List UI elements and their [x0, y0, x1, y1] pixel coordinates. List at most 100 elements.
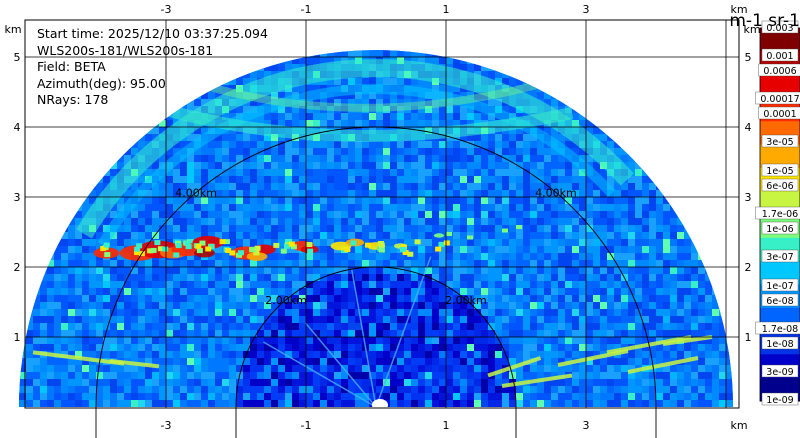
sector-cell	[334, 351, 341, 358]
sector-cell	[334, 323, 341, 330]
sector-cell	[187, 99, 194, 106]
sector-cell	[446, 358, 453, 365]
sector-cell	[236, 274, 243, 281]
sector-cell	[75, 400, 82, 407]
sector-cell	[628, 253, 635, 260]
sector-cell	[614, 344, 621, 351]
sector-cell	[530, 204, 537, 211]
sector-cell	[586, 386, 593, 393]
sector-cell	[495, 288, 502, 295]
sector-cell	[271, 358, 278, 365]
sector-cell	[376, 323, 383, 330]
sector-cell	[593, 344, 600, 351]
sector-cell	[411, 330, 418, 337]
colorbar-tick-label: 0.0006	[763, 66, 796, 77]
sector-cell	[362, 232, 369, 239]
sector-cell	[173, 190, 180, 197]
sector-cell	[628, 358, 635, 365]
sector-cell	[173, 323, 180, 330]
sector-cell	[635, 253, 642, 260]
sector-cell	[453, 120, 460, 127]
sector-cell	[530, 183, 537, 190]
sector-cell	[712, 295, 719, 302]
sector-cell	[460, 281, 467, 288]
sector-cell	[131, 344, 138, 351]
sector-cell	[712, 379, 719, 386]
sector-cell	[418, 113, 425, 120]
sector-cell	[670, 232, 677, 239]
sector-cell	[656, 197, 663, 204]
y-tick-label-right: 4	[745, 121, 752, 134]
sector-cell	[292, 113, 299, 120]
sector-cell	[124, 351, 131, 358]
sector-cell	[194, 351, 201, 358]
sector-cell	[299, 141, 306, 148]
sector-cell	[292, 148, 299, 155]
sector-cell	[208, 162, 215, 169]
sector-cell	[131, 393, 138, 400]
sector-cell	[446, 323, 453, 330]
sector-cell	[166, 288, 173, 295]
sector-cell	[54, 246, 61, 253]
sector-cell	[684, 281, 691, 288]
sector-cell	[124, 386, 131, 393]
sector-cell	[320, 218, 327, 225]
sector-cell	[292, 64, 299, 71]
sector-cell	[208, 148, 215, 155]
sector-cell	[607, 386, 614, 393]
sector-cell	[565, 400, 572, 407]
sector-cell	[68, 246, 75, 253]
sector-cell	[495, 169, 502, 176]
sector-cell	[201, 148, 208, 155]
sector-cell	[474, 302, 481, 309]
sector-cell	[481, 155, 488, 162]
colorbar-tick-label: 1e-07	[766, 281, 793, 292]
sector-cell	[488, 316, 495, 323]
sector-cell	[432, 218, 439, 225]
sector-cell	[390, 183, 397, 190]
sector-cell	[698, 288, 705, 295]
sector-cell	[138, 211, 145, 218]
sector-cell	[103, 323, 110, 330]
sector-cell	[334, 379, 341, 386]
sector-cell	[698, 344, 705, 351]
sector-cell	[124, 365, 131, 372]
sector-cell	[362, 288, 369, 295]
sector-cell	[523, 204, 530, 211]
sector-cell	[614, 358, 621, 365]
sector-cell	[649, 400, 656, 407]
sector-cell	[306, 225, 313, 232]
sector-cell	[656, 239, 663, 246]
sector-cell	[383, 225, 390, 232]
sector-cell	[201, 337, 208, 344]
sector-cell	[47, 365, 54, 372]
sector-cell	[145, 204, 152, 211]
sector-cell	[390, 379, 397, 386]
sector-cell	[306, 85, 313, 92]
sector-cell	[691, 358, 698, 365]
sector-cell	[124, 155, 131, 162]
sector-cell	[159, 274, 166, 281]
sector-cell	[299, 309, 306, 316]
sector-cell	[306, 267, 313, 274]
sector-cell	[502, 183, 509, 190]
sector-cell	[222, 288, 229, 295]
sector-cell	[173, 316, 180, 323]
sector-cell	[117, 267, 124, 274]
sector-cell	[719, 330, 726, 337]
sector-cell	[341, 400, 348, 407]
sector-cell	[292, 379, 299, 386]
sector-cell	[215, 232, 222, 239]
sector-cell	[201, 176, 208, 183]
sector-cell	[390, 351, 397, 358]
sector-cell	[649, 197, 656, 204]
low-streak	[487, 356, 542, 378]
sector-cell	[509, 148, 516, 155]
sector-cell	[544, 232, 551, 239]
sector-cell	[544, 246, 551, 253]
sector-cell	[705, 400, 712, 407]
sector-cell	[600, 260, 607, 267]
sector-cell	[628, 351, 635, 358]
sector-cell	[411, 239, 418, 246]
sector-cell	[432, 113, 439, 120]
